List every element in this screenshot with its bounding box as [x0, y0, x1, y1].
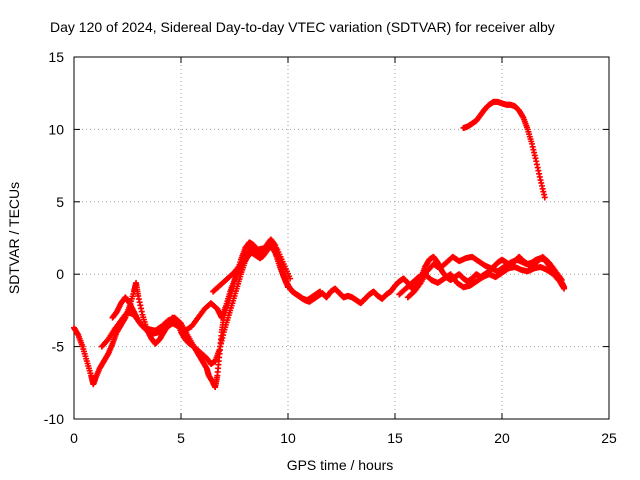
plot-frame — [73, 56, 610, 420]
y-tick-label: 15 — [48, 49, 64, 65]
data-points — [71, 98, 568, 391]
x-tick-label: 15 — [387, 430, 403, 446]
chart-title: Day 120 of 2024, Sidereal Day-to-day VTE… — [50, 19, 555, 35]
y-axis-ticks: -10 -5 0 5 10 15 — [44, 49, 609, 427]
x-tick-label: 0 — [70, 430, 78, 446]
y-tick-label: -10 — [44, 411, 64, 427]
x-axis-label: GPS time / hours — [287, 457, 394, 473]
series-mid-c — [404, 253, 565, 301]
x-tick-label: 10 — [280, 430, 296, 446]
y-tick-label: 5 — [56, 194, 64, 210]
data-point — [287, 275, 294, 282]
x-axis-ticks: 0 5 10 15 20 25 — [70, 57, 617, 446]
series-main — [71, 236, 568, 391]
data-point — [541, 194, 548, 201]
series-return-c — [210, 239, 294, 295]
series-return-b — [109, 242, 291, 367]
y-tick-label: 10 — [48, 121, 64, 137]
series-upper — [460, 98, 548, 201]
grid-lines — [74, 57, 609, 419]
y-tick-label: -5 — [52, 339, 65, 355]
data-point — [317, 288, 324, 295]
x-tick-label: 5 — [177, 430, 185, 446]
x-tick-label: 25 — [601, 430, 617, 446]
data-point — [285, 284, 291, 291]
data-point — [558, 276, 565, 283]
series-mid-b — [396, 263, 568, 298]
y-axis-label: SDTVAR / TECUs — [6, 182, 22, 294]
y-tick-label: 0 — [56, 266, 64, 282]
x-tick-label: 20 — [494, 430, 510, 446]
data-point — [561, 285, 568, 292]
